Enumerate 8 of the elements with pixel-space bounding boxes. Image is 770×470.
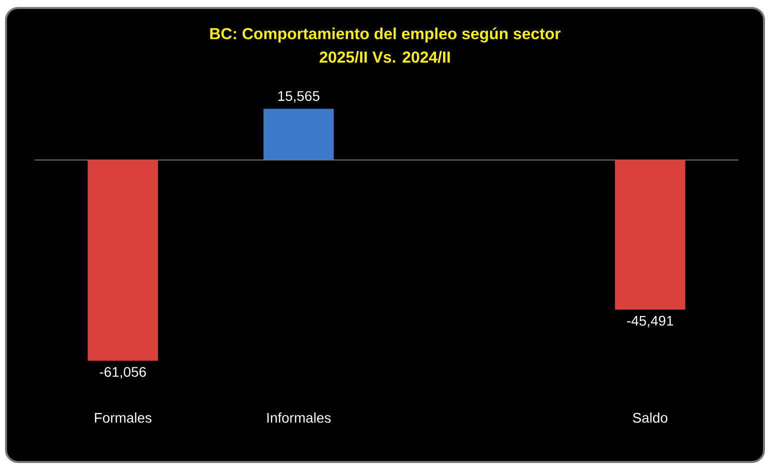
chart-subtitle: 2025/II Vs. 2024/II [320, 51, 450, 63]
chart-title: BC: Comportamiento del empleo según sector [210, 27, 561, 43]
data-label: -45,491 [627, 316, 674, 328]
data-label: -61,056 [100, 366, 146, 379]
x-tick-label: Saldo [632, 412, 668, 423]
x-tick-label: Informales [267, 412, 331, 423]
data-label: 15,565 [278, 91, 320, 103]
x-tick-label: Formales [94, 412, 152, 423]
